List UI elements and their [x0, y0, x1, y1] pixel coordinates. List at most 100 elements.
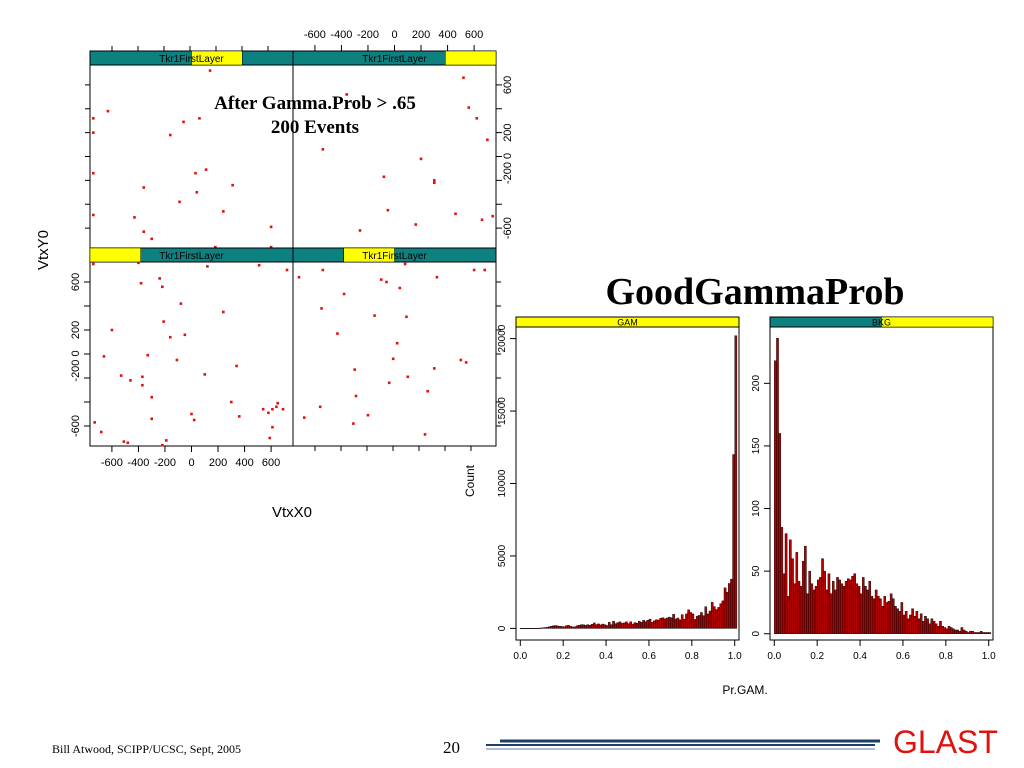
annotation-line-2: 200 Events — [270, 117, 360, 138]
histogram-bar — [597, 623, 600, 629]
scatter-point — [472, 268, 476, 272]
scatter-point — [297, 275, 301, 279]
histogram-bar — [776, 338, 779, 634]
histogram-bar — [919, 613, 923, 634]
histogram-bar — [530, 628, 534, 629]
scatter-point — [269, 245, 273, 249]
strip-label: Tkr1FirstLayer — [159, 251, 224, 262]
scatter-point — [164, 439, 168, 442]
histogram-bar — [977, 632, 981, 634]
strip-label: Tkr1FirstLayer — [159, 54, 224, 65]
y-tick-label: 0 — [497, 625, 508, 631]
scatter-point — [433, 367, 436, 370]
histogram-bar — [543, 627, 547, 629]
histogram-bar — [932, 621, 936, 634]
histogram-bar — [648, 618, 652, 629]
y-tick-label: 10000 — [497, 469, 508, 497]
scatter-point — [491, 214, 494, 218]
histogram-bar — [676, 617, 680, 629]
histogram-bar — [894, 605, 897, 634]
scatter-point — [426, 389, 429, 393]
histogram-bar — [804, 545, 807, 634]
histogram-bar — [580, 624, 583, 629]
scatter-point — [206, 265, 209, 268]
x-tick-label-top: 0 — [391, 29, 397, 41]
scatter-point — [275, 405, 278, 409]
histogram-bar — [881, 605, 884, 634]
scatter-point — [192, 418, 196, 422]
histogram-bar — [889, 593, 893, 634]
page-number: 20 — [443, 738, 460, 757]
histogram-bar — [590, 624, 594, 629]
x-tick-label: 0.8 — [939, 651, 953, 662]
x-tick-label-top: 600 — [465, 29, 483, 41]
histogram-bar — [816, 579, 820, 634]
histogram-bar — [958, 631, 962, 634]
scatter-point — [129, 379, 132, 382]
histogram-bar — [528, 627, 532, 629]
y-tick-label-right: -600 — [502, 217, 514, 239]
x-tick-label: 0.6 — [642, 651, 656, 662]
scatter-point — [268, 436, 272, 440]
histogram-bar — [911, 608, 914, 634]
scatter-point — [261, 407, 265, 411]
scatter-point — [483, 268, 487, 272]
y-tick-label: 200 — [751, 375, 762, 392]
histogram-bar — [573, 626, 577, 629]
scatter-point — [321, 268, 325, 272]
histogram-bar — [717, 607, 720, 629]
histogram-bar — [825, 589, 829, 634]
scatter-point — [271, 425, 274, 429]
histogram-bar — [949, 627, 953, 634]
x-tick-label-top: -400 — [330, 29, 352, 41]
scatter-point — [345, 93, 349, 96]
histogram-bar — [725, 591, 729, 629]
scatter-point — [208, 69, 212, 72]
y-tick-label: 50 — [751, 565, 762, 577]
histogram-bar — [547, 626, 551, 629]
histogram-bar — [608, 622, 611, 629]
histogram-bar — [625, 621, 628, 629]
histogram-bar — [962, 629, 966, 634]
histogram-bar — [704, 606, 708, 629]
scatter-point — [373, 314, 376, 317]
scatter-point — [182, 120, 185, 124]
histogram-bar — [663, 618, 667, 629]
histogram-bar — [730, 578, 733, 629]
x-tick-label-top: -600 — [304, 29, 326, 41]
histogram-bar — [898, 611, 901, 634]
histogram-bar — [558, 626, 562, 629]
histogram-bar — [605, 625, 609, 629]
histogram-bkg: BKG 0.0 0.2 0.4 0.6 0.8 1.0 0 50 100 150 200 — [751, 316, 996, 662]
histogram-bar — [945, 628, 949, 634]
histogram-bar — [952, 628, 955, 634]
histogram-bar — [964, 631, 968, 634]
histogram-bar — [539, 627, 542, 629]
scatter-point — [454, 212, 457, 216]
scatter-point — [230, 400, 233, 404]
histogram-bar — [683, 618, 686, 629]
scatter-point — [195, 191, 199, 194]
histogram-bar — [633, 622, 637, 629]
histogram-bar — [592, 622, 596, 629]
histogram-bar — [644, 621, 647, 629]
histogram-bar — [930, 618, 934, 634]
histogram-bar — [971, 631, 974, 634]
histogram-bar — [698, 615, 701, 629]
histogram-bar — [603, 624, 607, 629]
histogram-bar — [582, 624, 585, 629]
histogram-bar — [786, 595, 790, 634]
histogram-bar — [934, 623, 938, 634]
histogram-bar — [915, 611, 919, 634]
histogram-bar — [586, 624, 590, 629]
scatter-point — [271, 407, 274, 411]
histogram-bar — [988, 632, 992, 634]
histogram-bar — [640, 622, 643, 629]
histogram-bar — [862, 577, 865, 634]
histogram-bar — [642, 620, 645, 629]
scatter-point — [161, 443, 164, 447]
histogram-bar — [524, 628, 527, 630]
histogram-panel-label: BKG — [872, 318, 891, 328]
scatter-point — [168, 335, 172, 339]
y-tick-label-left: -200 0 — [70, 350, 82, 381]
